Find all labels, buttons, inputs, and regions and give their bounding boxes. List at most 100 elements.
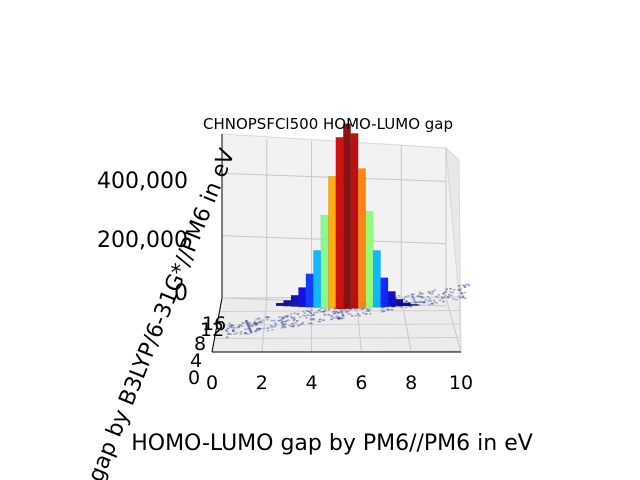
floor-bin <box>442 292 446 294</box>
floor-bin <box>278 316 281 318</box>
floor-bin <box>229 333 232 335</box>
floor-bin <box>294 322 298 325</box>
histogram-bar <box>320 215 329 309</box>
floor-bin <box>289 315 293 318</box>
floor-bin <box>339 318 342 320</box>
floor-bin <box>467 284 471 287</box>
floor-bin <box>437 294 441 296</box>
floor-bin <box>418 291 422 294</box>
grid-line <box>400 297 412 353</box>
floor-bin <box>459 287 462 289</box>
floor-bin <box>280 321 284 324</box>
floor-bin <box>369 312 372 315</box>
floor-bin <box>290 325 293 328</box>
y-tick-label: 4 <box>190 350 202 372</box>
floor-bin <box>341 313 345 315</box>
floor-bin <box>225 329 228 331</box>
floor-bin <box>243 332 247 334</box>
floor-bin <box>345 311 348 313</box>
y-tick-label: 12 <box>200 319 224 341</box>
z-tick-label: 400,000 <box>97 169 188 194</box>
floor-bin <box>233 327 237 329</box>
y-axis-line <box>211 297 223 353</box>
floor-bin <box>317 320 321 323</box>
floor-bin <box>252 323 256 325</box>
histogram-bar <box>395 298 404 307</box>
floor-bin <box>461 295 465 298</box>
floor-bin <box>257 329 261 331</box>
floor-bin <box>309 322 313 325</box>
floor-bin <box>226 330 229 333</box>
floor-bin <box>259 327 262 330</box>
floor-bin <box>340 311 343 314</box>
floor-bin <box>323 313 327 316</box>
floor-bin <box>237 325 240 328</box>
floor-bin <box>416 301 419 303</box>
grid-line <box>214 337 461 339</box>
floor-bin <box>271 328 274 331</box>
floor-bin <box>312 314 315 316</box>
floor-bin <box>335 317 338 319</box>
floor-bin <box>407 305 411 307</box>
floor-bin <box>433 289 437 291</box>
floor-bin <box>253 320 257 323</box>
floor-bin <box>257 327 260 330</box>
floor-bin <box>438 299 442 302</box>
floor-bin <box>327 309 331 311</box>
floor-bin <box>346 310 350 313</box>
floor-bin <box>309 318 313 320</box>
floor-bin <box>284 315 287 318</box>
floor-bin <box>287 319 290 321</box>
floor-bin <box>330 315 333 318</box>
floor-bin <box>285 319 289 322</box>
floor-bin <box>257 317 261 320</box>
floor-bin <box>457 295 461 298</box>
histogram-bar <box>275 302 284 307</box>
floor-bin <box>282 324 285 326</box>
floor-bin <box>382 307 385 309</box>
floor-bin <box>283 320 287 323</box>
floor-bin <box>277 319 281 322</box>
floor-bin <box>340 317 343 319</box>
floor-bin <box>361 312 365 314</box>
floor-bin <box>346 312 350 315</box>
floor-bin <box>445 288 449 290</box>
floor-bin <box>228 325 231 328</box>
floor-bin <box>261 319 264 321</box>
floor-bin <box>354 307 357 310</box>
floor-bin <box>380 309 384 311</box>
floor-bin <box>303 312 307 314</box>
floor-bin <box>305 317 308 319</box>
floor-bin <box>250 325 253 327</box>
floor-bin <box>286 315 289 317</box>
floor-bin <box>281 317 284 320</box>
floor-bin <box>304 315 307 317</box>
floor-bin <box>255 329 259 331</box>
floor-bin <box>299 323 303 325</box>
floor-bin <box>462 296 465 299</box>
floor-bin <box>312 319 316 321</box>
floor-bin <box>368 308 372 311</box>
floor-bin <box>464 283 468 286</box>
floor-bin <box>457 285 461 287</box>
floor-bin <box>442 300 445 303</box>
floor-bin <box>227 333 230 335</box>
floor-bin <box>310 309 313 311</box>
floor-bin <box>342 315 345 317</box>
floor-bin <box>333 312 337 315</box>
floor-bin <box>247 326 251 328</box>
histogram-bar <box>290 295 299 307</box>
x-axis-label: HOMO-LUMO gap by PM6//PM6 in eV <box>131 431 533 456</box>
floor-bin <box>463 286 467 289</box>
floor-bin <box>402 298 406 300</box>
floor-bin <box>341 314 345 316</box>
floor-bin <box>231 324 234 327</box>
floor-bin <box>344 309 348 311</box>
floor-bin <box>399 306 403 309</box>
floor-bin <box>447 296 450 299</box>
floor-bin <box>405 300 408 302</box>
floor-bin <box>266 327 270 329</box>
floor-bin <box>409 305 413 308</box>
floor-bin <box>290 317 294 319</box>
floor-bin <box>455 299 458 301</box>
